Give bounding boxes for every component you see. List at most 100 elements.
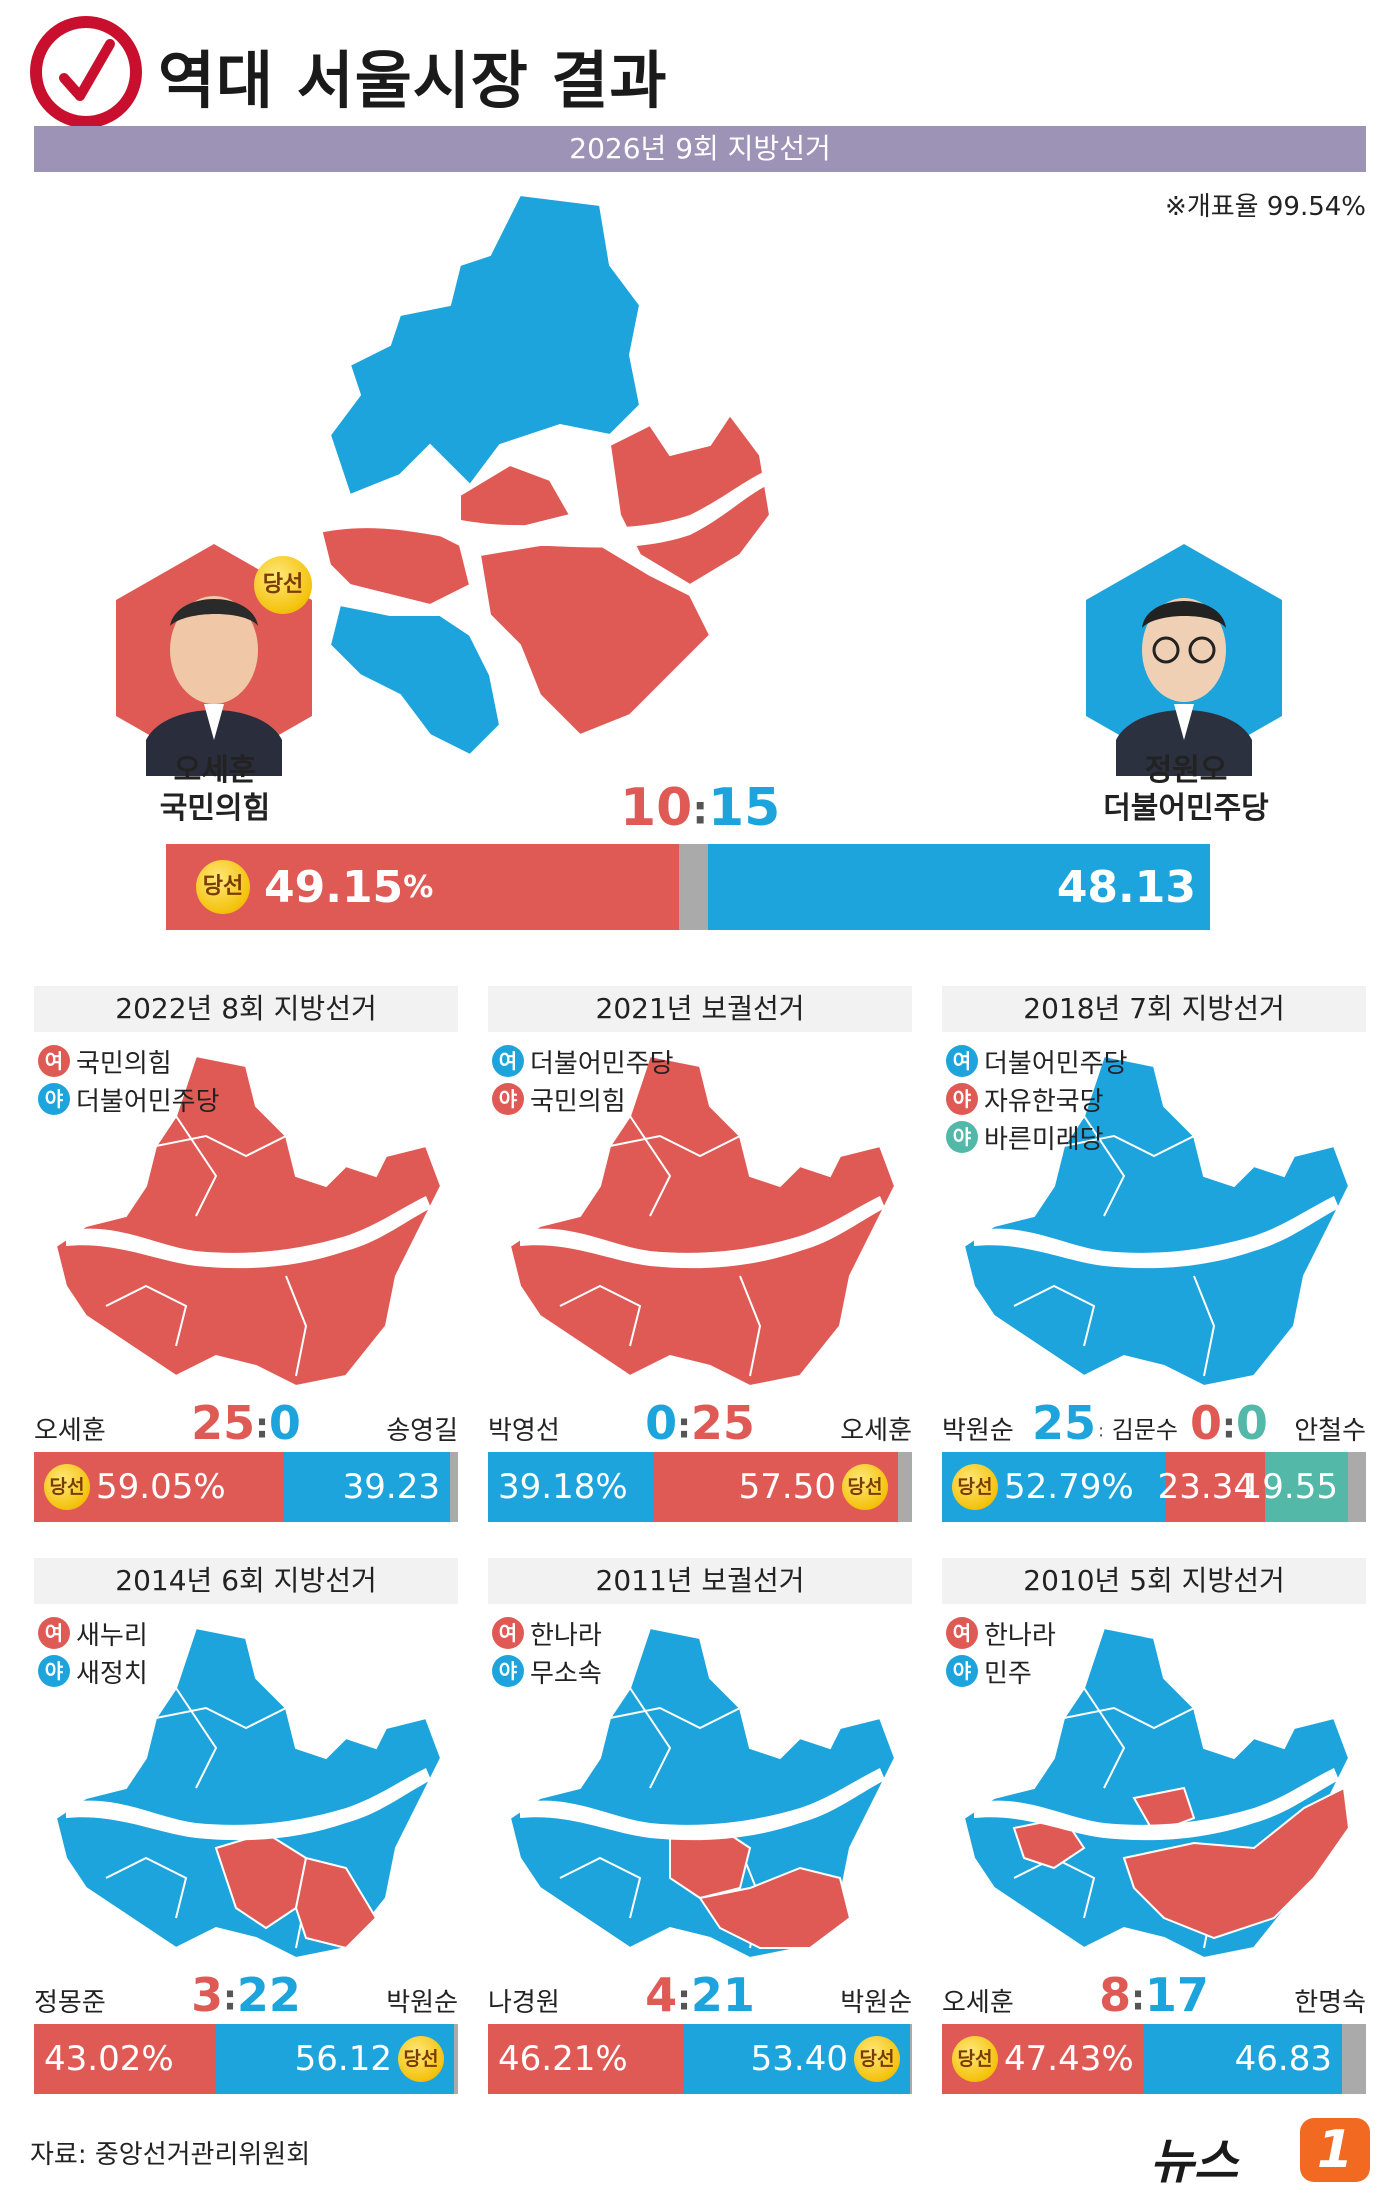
district-map — [508, 1054, 897, 1388]
share-segment: 46.83 — [1143, 2024, 1342, 2094]
legend-label: 바른미래당 — [984, 1124, 1104, 1155]
district-score: 25 — [1032, 1396, 1097, 1450]
share-value: 46.83 — [1234, 2039, 1332, 2079]
legend-marker: 야 — [38, 1083, 70, 1115]
share-segment: 당선 59.05% — [34, 1452, 284, 1522]
share-value: 53.40 — [750, 2039, 848, 2079]
election-panel: 2022년 8회 지방선거 여 국민의힘 야 더불어민주당 오세훈 송영길 25:0 당선 59.… — [34, 986, 458, 1522]
right-candidate-name: 송영길 — [386, 1416, 458, 1446]
main-vote-share-bar: 당선 49.15% 48.13 — [166, 844, 1210, 930]
count-rate-note: ※개표율 99.54% — [1165, 192, 1366, 222]
winner-badge: 당선 — [854, 2036, 900, 2082]
legend-item: 여 국민의힘 — [38, 1042, 220, 1080]
share-segment: 53.40 당선 — [684, 2024, 910, 2094]
left-share-value: 49.15 — [264, 861, 404, 913]
share-value: 23.34 — [1157, 1467, 1255, 1507]
winner-badge: 당선 — [952, 2036, 998, 2082]
panel-legend: 여 새누리 야 새정치 — [38, 1614, 148, 1690]
winner-badge: 당선 — [254, 556, 312, 614]
panel-score-row: 박영선 오세훈 0:25 — [488, 1396, 912, 1452]
vote-share-bar: 당선 52.79% 23.34 19.55 — [942, 1452, 1366, 1522]
district-map — [54, 1626, 443, 1960]
legend-marker: 야 — [946, 1083, 978, 1115]
legend-item: 야 새정치 — [38, 1652, 148, 1690]
map-region-southwest — [328, 603, 502, 757]
share-value: 52.79% — [1004, 1467, 1134, 1507]
panel-title: 2014년 6회 지방선거 — [34, 1558, 458, 1604]
panel-legend: 여 더불어민주당 야 자유한국당 야 바른미래당 — [946, 1042, 1128, 1156]
district-score: 0:25 — [645, 1396, 755, 1450]
legend-item: 야 민주 — [946, 1652, 1056, 1690]
map-region-east — [608, 413, 772, 587]
left-candidate-name: 오세훈 — [942, 1988, 1014, 2018]
legend-item: 여 한나라 — [946, 1614, 1056, 1652]
winner-badge: 당선 — [398, 2036, 444, 2082]
election-panel: 2014년 6회 지방선거 여 새누리 야 새정치 정몽준 박원순 3:22 43.02% 56.… — [34, 1558, 458, 2094]
legend-item: 여 새누리 — [38, 1614, 148, 1652]
panel-title: 2021년 보궐선거 — [488, 986, 912, 1032]
panel-score-row: 박원순 안철수 25: 김문수 0:0 — [942, 1396, 1366, 1450]
right-candidate-name: 박원순 — [386, 1988, 458, 2018]
legend-label: 한나라 — [984, 1620, 1056, 1651]
left-candidate-name: 오세훈 — [34, 1416, 106, 1446]
right-candidate-name: 정원오 더불어민주당 — [1103, 753, 1269, 826]
legend-marker: 여 — [38, 1045, 70, 1077]
panel-score-row: 오세훈 송영길 25:0 — [34, 1396, 458, 1452]
main-district-score: 10:15 — [620, 778, 781, 838]
legend-label: 더불어민주당 — [530, 1048, 674, 1079]
share-segment: 19.55 — [1241, 1452, 1348, 1522]
page-title: 역대 서울시장 결과 — [158, 44, 668, 117]
legend-item: 야 바른미래당 — [946, 1118, 1128, 1156]
legend-marker: 여 — [492, 1617, 524, 1649]
election-panel: 2018년 7회 지방선거 여 더불어민주당 야 자유한국당 야 바른미래당 박원순 안철수 25… — [942, 986, 1366, 1522]
panel-legend: 여 국민의힘 야 더불어민주당 — [38, 1042, 220, 1118]
other-share-segment — [450, 1452, 458, 1522]
left-share-segment: 당선 49.15% — [166, 844, 679, 930]
other-share-segment — [679, 844, 708, 930]
panel-legend: 여 한나라 야 무소속 — [492, 1614, 602, 1690]
other-share-segment — [454, 2024, 458, 2094]
panel-score-row: 나경원 박원순 4:21 — [488, 1968, 912, 2024]
election-logo-icon — [30, 16, 142, 128]
legend-label: 민주 — [984, 1658, 1032, 1689]
right-candidate-name: 한명숙 — [1294, 1988, 1366, 2018]
winner-badge: 당선 — [952, 1464, 998, 1510]
district-map — [508, 1626, 897, 1960]
legend-label: 새누리 — [76, 1620, 148, 1651]
other-share-segment — [1348, 1452, 1366, 1522]
vote-share-bar: 39.18% 57.50 당선 — [488, 1452, 912, 1522]
legend-marker: 야 — [492, 1655, 524, 1687]
legend-label: 국민의힘 — [530, 1086, 626, 1117]
right-candidate-name: 안철수 — [1294, 1416, 1366, 1446]
legend-item: 야 자유한국당 — [946, 1080, 1128, 1118]
seoul-district-map-2026 — [310, 195, 780, 757]
share-value: 47.43% — [1004, 2039, 1134, 2079]
legend-label: 자유한국당 — [984, 1086, 1104, 1117]
share-value: 19.55 — [1240, 1467, 1338, 1507]
winner-badge: 당선 — [44, 1464, 90, 1510]
district-score: 8:17 — [1099, 1968, 1209, 2022]
share-segment: 당선 52.79% — [942, 1452, 1166, 1522]
share-segment: 39.23 — [284, 1452, 450, 1522]
legend-label: 더불어민주당 — [984, 1048, 1128, 1079]
legend-marker: 여 — [946, 1617, 978, 1649]
panel-score-row: 오세훈 한명숙 8:17 — [942, 1968, 1366, 2024]
legend-item: 야 무소속 — [492, 1652, 602, 1690]
share-value: 57.50 — [738, 1467, 836, 1507]
panel-title: 2010년 5회 지방선거 — [942, 1558, 1366, 1604]
legend-item: 야 더불어민주당 — [38, 1080, 220, 1118]
legend-label: 무소속 — [530, 1658, 602, 1689]
legend-marker: 야 — [946, 1655, 978, 1687]
other-share-segment — [898, 1452, 912, 1522]
left-candidate-name: 박원순 — [942, 1416, 1014, 1446]
share-value: 39.18% — [498, 1467, 628, 1507]
news1-logo: 뉴스 1 — [1150, 2118, 1370, 2190]
main-election-banner: 2026년 9회 지방선거 — [34, 126, 1366, 172]
share-value: 59.05% — [96, 1467, 226, 1507]
share-segment: 43.02% — [34, 2024, 216, 2094]
share-segment: 56.12 당선 — [216, 2024, 454, 2094]
left-candidate-name: 정몽준 — [34, 1988, 106, 2018]
legend-marker: 여 — [492, 1045, 524, 1077]
panel-legend: 여 더불어민주당 야 국민의힘 — [492, 1042, 674, 1118]
